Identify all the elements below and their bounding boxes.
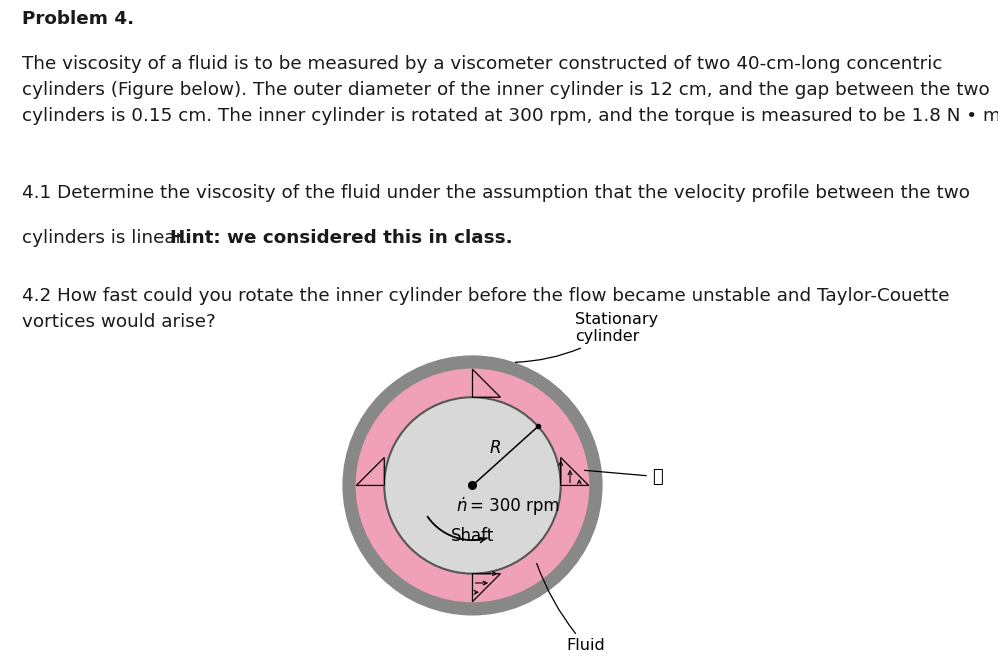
Circle shape [343,356,602,615]
Text: Fluid: Fluid [537,564,606,653]
Circle shape [356,369,589,602]
Polygon shape [472,369,500,398]
Polygon shape [356,457,384,485]
Text: ℓ: ℓ [585,468,663,485]
Text: R: R [489,440,501,457]
Text: 4.2 How fast could you rotate the inner cylinder before the flow became unstable: 4.2 How fast could you rotate the inner … [22,287,949,331]
Text: 4.1 Determine the viscosity of the fluid under the assumption that the velocity : 4.1 Determine the viscosity of the fluid… [22,184,970,202]
Text: ṅ: ṅ [456,497,467,515]
Text: cylinders is linear.: cylinders is linear. [22,228,200,247]
Polygon shape [472,573,500,602]
Text: The viscosity of a fluid is to be measured by a viscometer constructed of two 40: The viscosity of a fluid is to be measur… [22,54,998,125]
Circle shape [384,398,561,573]
Polygon shape [561,457,589,485]
Circle shape [469,482,476,489]
Text: Shaft: Shaft [451,527,494,544]
Text: Hint: we considered this in class.: Hint: we considered this in class. [170,228,512,247]
Text: Stationary
cylinder: Stationary cylinder [515,312,659,362]
Text: = 300 rpm: = 300 rpm [469,497,559,515]
Text: Problem 4.: Problem 4. [22,10,134,28]
